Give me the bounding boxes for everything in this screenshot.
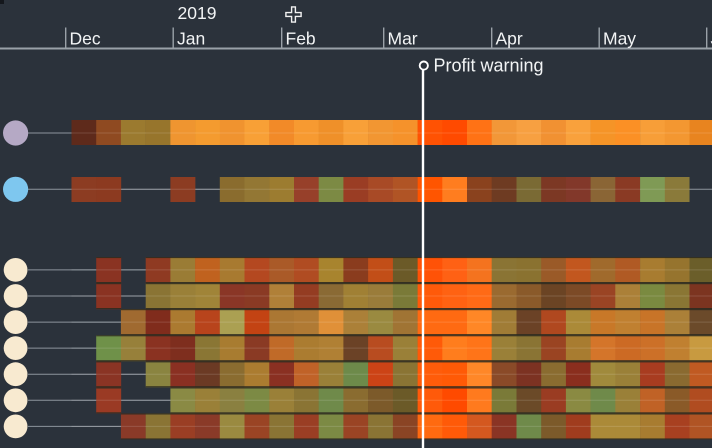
svg-text:Mar: Mar xyxy=(388,29,418,49)
svg-text:Apr: Apr xyxy=(496,29,523,49)
svg-text:2019: 2019 xyxy=(178,3,217,23)
svg-text:Feb: Feb xyxy=(286,29,316,49)
svg-text:Dec: Dec xyxy=(70,29,101,49)
svg-text:May: May xyxy=(603,29,636,49)
svg-text:Jun: Jun xyxy=(711,29,712,49)
svg-text:Profit warning: Profit warning xyxy=(434,56,544,76)
svg-text:Jan: Jan xyxy=(177,29,205,49)
